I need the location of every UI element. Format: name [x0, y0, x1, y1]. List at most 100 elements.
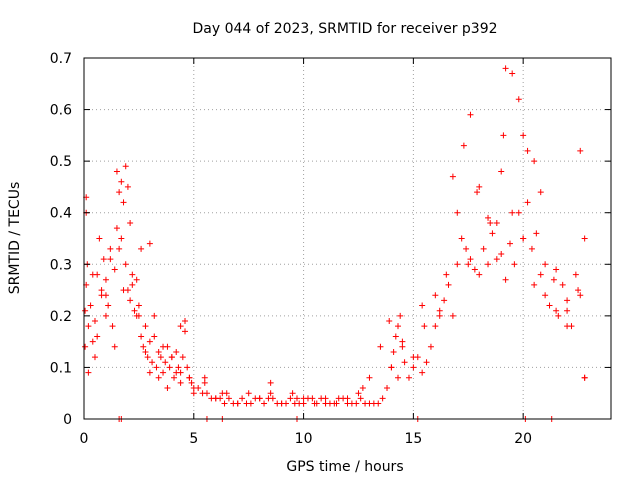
data-point — [410, 364, 417, 371]
data-point — [509, 209, 516, 216]
data-point — [91, 354, 98, 361]
data-point — [311, 400, 318, 407]
data-point — [135, 302, 142, 309]
data-point — [559, 281, 566, 288]
data-point — [247, 400, 254, 407]
data-point — [384, 385, 391, 392]
data-point — [471, 266, 478, 273]
data-point — [502, 65, 509, 72]
data-points — [82, 65, 588, 422]
data-point — [502, 276, 509, 283]
data-point — [190, 390, 197, 397]
data-point — [245, 390, 252, 397]
data-point — [116, 189, 123, 196]
data-point — [489, 230, 496, 237]
data-point — [212, 395, 219, 402]
data-point — [564, 307, 571, 314]
data-point — [395, 374, 402, 381]
data-point — [173, 348, 180, 355]
data-point — [449, 173, 456, 180]
x-tick-label: 15 — [404, 431, 422, 447]
y-tick-label: 0.1 — [50, 360, 72, 376]
data-point — [182, 318, 189, 325]
data-point — [146, 338, 153, 345]
data-point — [151, 333, 158, 340]
data-point — [267, 390, 274, 397]
y-axis-label: SRMTID / TECUs — [7, 182, 23, 295]
y-tick-label: 0.2 — [50, 309, 72, 325]
data-point — [375, 400, 382, 407]
data-point — [506, 240, 513, 247]
data-point — [537, 189, 544, 196]
data-point — [485, 261, 492, 268]
data-point — [432, 323, 439, 330]
data-point — [344, 395, 351, 402]
data-point — [201, 379, 208, 386]
x-tick-label: 20 — [514, 431, 532, 447]
data-point — [162, 359, 169, 366]
data-point — [427, 343, 434, 350]
data-point — [581, 374, 588, 381]
data-point — [300, 400, 307, 407]
data-point — [419, 302, 426, 309]
data-point — [85, 323, 92, 330]
data-point — [542, 261, 549, 268]
data-point — [309, 395, 316, 402]
data-point — [445, 281, 452, 288]
data-point — [575, 287, 582, 294]
data-point — [234, 400, 241, 407]
data-point — [102, 292, 109, 299]
data-point — [129, 271, 136, 278]
data-point — [188, 379, 195, 386]
data-point — [474, 189, 481, 196]
data-point — [436, 307, 443, 314]
data-point — [454, 261, 461, 268]
x-tick-label: 5 — [189, 431, 198, 447]
y-tick-label: 0.7 — [50, 51, 72, 67]
data-point — [182, 328, 189, 335]
data-point — [524, 147, 531, 154]
data-point — [116, 245, 123, 252]
data-point — [155, 374, 162, 381]
data-point — [524, 199, 531, 206]
data-point — [289, 390, 296, 397]
data-point — [465, 261, 472, 268]
data-point — [135, 312, 142, 319]
data-point — [146, 369, 153, 376]
data-point — [432, 292, 439, 299]
data-point — [85, 369, 92, 376]
data-point — [500, 132, 507, 139]
data-point — [564, 297, 571, 304]
data-point — [572, 271, 579, 278]
data-point — [458, 235, 465, 242]
data-point — [520, 235, 527, 242]
data-point — [142, 323, 149, 330]
data-point — [555, 312, 562, 319]
data-point — [410, 354, 417, 361]
data-point — [542, 292, 549, 299]
y-tick-label: 0.3 — [50, 257, 72, 273]
data-point — [120, 199, 127, 206]
y-axis-ticks: 0 0.1 0.2 0.3 0.4 0.5 0.6 0.7 — [50, 51, 611, 428]
data-point — [91, 318, 98, 325]
data-point — [89, 338, 96, 345]
data-point — [177, 379, 184, 386]
data-point — [146, 240, 153, 247]
data-point — [89, 271, 96, 278]
data-point — [511, 261, 518, 268]
data-point — [120, 287, 127, 294]
data-point — [127, 220, 134, 227]
x-axis-label: GPS time / hours — [286, 459, 403, 475]
data-point — [239, 395, 246, 402]
x-tick-label: 0 — [80, 431, 89, 447]
data-point — [122, 163, 129, 170]
data-point — [553, 266, 560, 273]
y-tick-label: 0.4 — [50, 206, 72, 222]
data-point — [577, 147, 584, 154]
data-point — [107, 256, 114, 263]
data-point — [405, 374, 412, 381]
data-point — [287, 395, 294, 402]
data-point — [388, 364, 395, 371]
data-point — [175, 364, 182, 371]
data-point — [160, 343, 167, 350]
